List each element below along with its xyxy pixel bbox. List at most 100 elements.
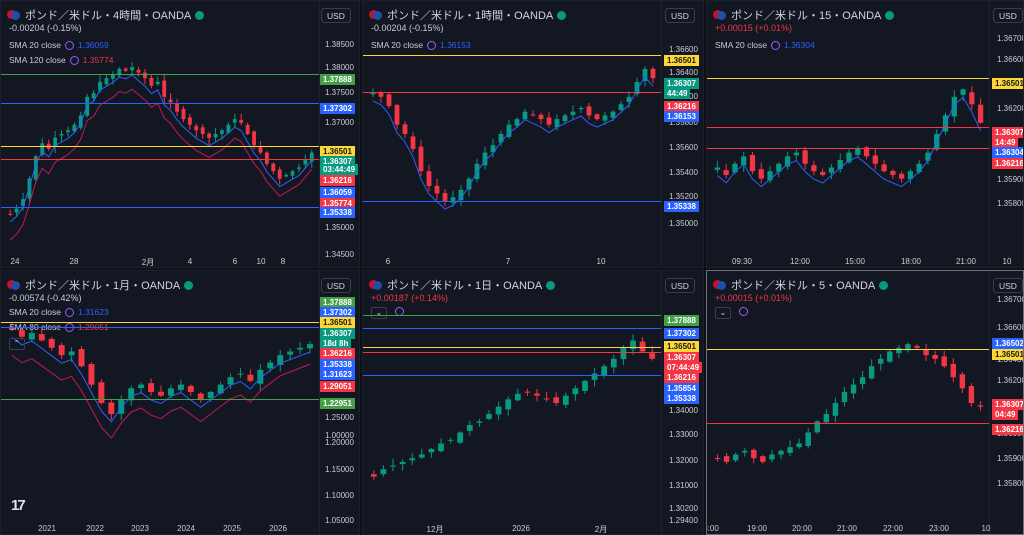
sma-legend-20[interactable]: SMA 20 close 1.36304 (715, 40, 815, 50)
level-line[interactable] (707, 423, 989, 424)
price-label[interactable]: 1.36501 (320, 317, 355, 328)
chart-panel-5m[interactable]: ポンド／米ドル・5・OANDA +0.00015 (+0.01%) ⌄ USD … (706, 270, 1024, 535)
expand-legend-button[interactable]: ⌄ (715, 307, 731, 319)
visibility-icon[interactable] (69, 55, 79, 65)
price-label[interactable]: 1.36501 (320, 146, 355, 157)
price-label[interactable]: 1.36216 (664, 372, 699, 383)
price-label[interactable]: 1.36307 (320, 156, 355, 167)
level-line[interactable] (363, 201, 661, 202)
sma-legend-120[interactable]: SMA 120 close 1.35774 (9, 55, 114, 65)
expand-legend-button[interactable]: ⌄ (371, 307, 387, 319)
price-label[interactable]: 1.35338 (320, 207, 355, 218)
chart-panel-15m[interactable]: ポンド／米ドル・15・OANDA +0.00015 (+0.01%) SMA 2… (706, 0, 1024, 268)
price-label[interactable]: 1.36307 (664, 78, 699, 89)
level-line[interactable] (1, 207, 319, 208)
currency-selector[interactable]: USD (993, 8, 1023, 23)
price-label[interactable]: 44:49 (664, 88, 691, 99)
price-label[interactable]: 1.36501 (992, 78, 1023, 89)
level-line[interactable] (1, 103, 319, 104)
currency-selector[interactable]: USD (665, 8, 695, 23)
price-label[interactable]: 1.36216 (664, 101, 699, 112)
price-label[interactable]: 1.35774 (320, 198, 355, 209)
price-label[interactable]: 1.36501 (664, 341, 699, 352)
level-line[interactable] (363, 375, 661, 376)
sma-legend-20[interactable]: SMA 20 close 1.31623 (9, 307, 109, 317)
price-tick: 1.37000 (325, 118, 354, 127)
price-axis[interactable] (661, 271, 703, 534)
indicator-visibility[interactable] (739, 307, 748, 316)
level-line[interactable] (363, 328, 661, 329)
price-label[interactable]: 1.36502 (992, 338, 1023, 349)
level-line[interactable] (707, 127, 989, 128)
currency-selector[interactable]: USD (665, 278, 695, 293)
price-label[interactable]: 1.35854 (664, 383, 699, 394)
price-label[interactable]: 03:44:49 (320, 164, 359, 175)
level-line[interactable] (1, 322, 319, 323)
level-line[interactable] (363, 352, 661, 353)
price-axis[interactable] (989, 271, 1023, 534)
price-label[interactable]: 1.36307 (664, 352, 699, 363)
price-label[interactable]: 1.36153 (664, 111, 699, 122)
price-label[interactable]: 1.37888 (320, 74, 355, 85)
price-label[interactable]: 1.36307 (992, 399, 1023, 410)
price-label[interactable]: 1.36304 (992, 147, 1023, 158)
level-line[interactable] (1, 74, 319, 75)
level-line[interactable] (363, 347, 661, 348)
visibility-icon[interactable] (64, 40, 74, 50)
price-label[interactable]: 1.36216 (992, 158, 1023, 169)
price-label[interactable]: 1.37302 (664, 328, 699, 339)
price-axis[interactable] (989, 1, 1023, 267)
level-line[interactable] (707, 78, 989, 79)
level-line[interactable] (1, 399, 319, 400)
chart-panel-1d[interactable]: ポンド／米ドル・1日・OANDA +0.00187 (+0.14%) ⌄ USD… (362, 270, 704, 535)
price-label[interactable]: 07:44:49 (664, 362, 703, 373)
price-label[interactable]: 1.36059 (320, 187, 355, 198)
level-line[interactable] (707, 349, 989, 350)
price-label[interactable]: 1.37888 (320, 297, 355, 308)
currency-selector[interactable]: USD (993, 278, 1023, 293)
price-label[interactable]: 14:49 (992, 137, 1019, 148)
visibility-icon[interactable] (770, 40, 780, 50)
sma-legend-20[interactable]: SMA 20 close 1.36153 (371, 40, 471, 50)
price-label[interactable]: 1.36501 (992, 349, 1023, 360)
level-line[interactable] (1, 327, 319, 328)
visibility-icon[interactable] (426, 40, 436, 50)
collapse-legend-button[interactable]: ⌃ (9, 338, 25, 350)
visibility-icon[interactable] (739, 307, 748, 316)
price-label[interactable]: 1.37302 (320, 103, 355, 114)
currency-selector[interactable]: USD (321, 278, 351, 293)
time-tick: 6 (385, 257, 391, 266)
price-label[interactable]: 1.36216 (992, 424, 1023, 435)
level-line[interactable] (363, 315, 661, 316)
price-label[interactable]: 1.37302 (320, 307, 355, 318)
chart-panel-4h[interactable]: ポンド／米ドル・4時間・OANDA -0.00204 (-0.15%) SMA … (0, 0, 360, 268)
price-label[interactable]: 1.36216 (320, 348, 355, 359)
price-axis[interactable] (319, 1, 359, 267)
price-axis[interactable] (319, 271, 359, 534)
sma-legend-20[interactable]: SMA 20 close 1.36059 (9, 40, 109, 50)
price-label[interactable]: 1.36216 (320, 175, 355, 186)
price-label[interactable]: 18d 8h (320, 338, 352, 349)
price-label[interactable]: 1.36307 (992, 127, 1023, 138)
level-line[interactable] (363, 55, 661, 56)
price-label[interactable]: 1.29051 (320, 381, 355, 392)
price-label[interactable]: 1.35338 (320, 359, 355, 370)
currency-selector[interactable]: USD (321, 8, 351, 23)
price-label[interactable]: 1.22951 (320, 398, 355, 409)
level-line[interactable] (707, 148, 989, 149)
level-line[interactable] (1, 159, 319, 160)
tradingview-logo[interactable]: 17 (11, 497, 26, 514)
price-label[interactable]: 1.35338 (664, 393, 699, 404)
price-label[interactable]: 1.31623 (320, 369, 355, 380)
price-label[interactable]: 1.35338 (664, 201, 699, 212)
price-label[interactable]: 04:49 (992, 409, 1019, 420)
level-line[interactable] (1, 146, 319, 147)
chart-panel-1h[interactable]: ポンド／米ドル・1時間・OANDA -0.00204 (-0.15%) SMA … (362, 0, 704, 268)
price-label[interactable]: 1.37888 (664, 315, 699, 326)
price-label[interactable]: 1.36501 (664, 55, 699, 66)
price-axis[interactable] (661, 1, 703, 267)
visibility-icon[interactable] (64, 307, 74, 317)
level-line[interactable] (363, 92, 661, 93)
price-label[interactable]: 1.36307 (320, 328, 355, 339)
chart-panel-1m[interactable]: ポンド／米ドル・1月・OANDA -0.00574 (-0.42%) SMA 2… (0, 270, 360, 535)
